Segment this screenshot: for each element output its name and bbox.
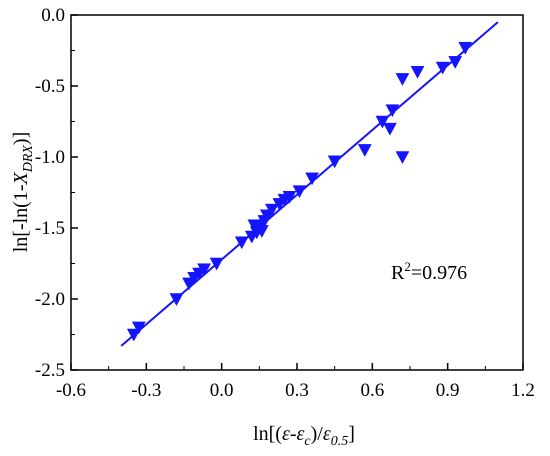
data-point — [126, 328, 141, 342]
data-point — [435, 61, 450, 75]
data-point — [282, 191, 297, 204]
x-tick-label: 1.2 — [511, 380, 535, 401]
data-point — [382, 122, 397, 136]
data-point — [357, 144, 372, 157]
data-point — [305, 172, 319, 186]
y-tick-label: 0.0 — [41, 5, 65, 26]
x-tick-label: 0.0 — [210, 380, 234, 401]
data-point — [410, 66, 425, 79]
data-point — [448, 56, 463, 69]
data-point — [197, 263, 212, 277]
data-point — [131, 321, 146, 335]
y-axis: 0.0 -0.5 -1.0 -1.5 -2.0 -2.5 — [35, 5, 78, 381]
r-squared-annotation: R2=0.976 — [391, 259, 467, 284]
data-point — [395, 151, 410, 165]
data-points — [126, 41, 473, 342]
data-point — [264, 203, 279, 217]
fit-line — [120, 21, 499, 347]
data-point — [385, 104, 400, 118]
y-tick-label: -1.5 — [35, 218, 65, 239]
data-point — [209, 257, 224, 271]
x-tick-label: 0.9 — [436, 380, 460, 401]
x-tick-label: -0.3 — [131, 380, 161, 401]
data-point — [292, 185, 307, 199]
x-axis: -0.6 -0.3 0.0 0.3 0.6 0.9 1.2 — [56, 363, 535, 401]
x-tick-label: 0.6 — [360, 380, 384, 401]
data-point — [169, 293, 184, 307]
y-axis-label: ln[-ln(1-XDRX)] — [10, 132, 36, 253]
y-tick-label: -0.5 — [35, 76, 65, 97]
x-tick-label: -0.6 — [56, 380, 86, 401]
y-tick-label: -2.5 — [35, 360, 65, 381]
data-point — [234, 236, 249, 250]
y-tick-label: -2.0 — [35, 289, 65, 310]
data-point — [375, 115, 390, 129]
data-point — [458, 41, 473, 55]
data-point — [327, 155, 342, 169]
x-tick-label: 0.3 — [285, 380, 309, 401]
data-point — [254, 225, 269, 238]
y-tick-label: -1.0 — [35, 147, 65, 168]
x-axis-label: ln[(ε-εc)/ε0.5] — [253, 423, 355, 449]
data-point — [395, 73, 410, 86]
